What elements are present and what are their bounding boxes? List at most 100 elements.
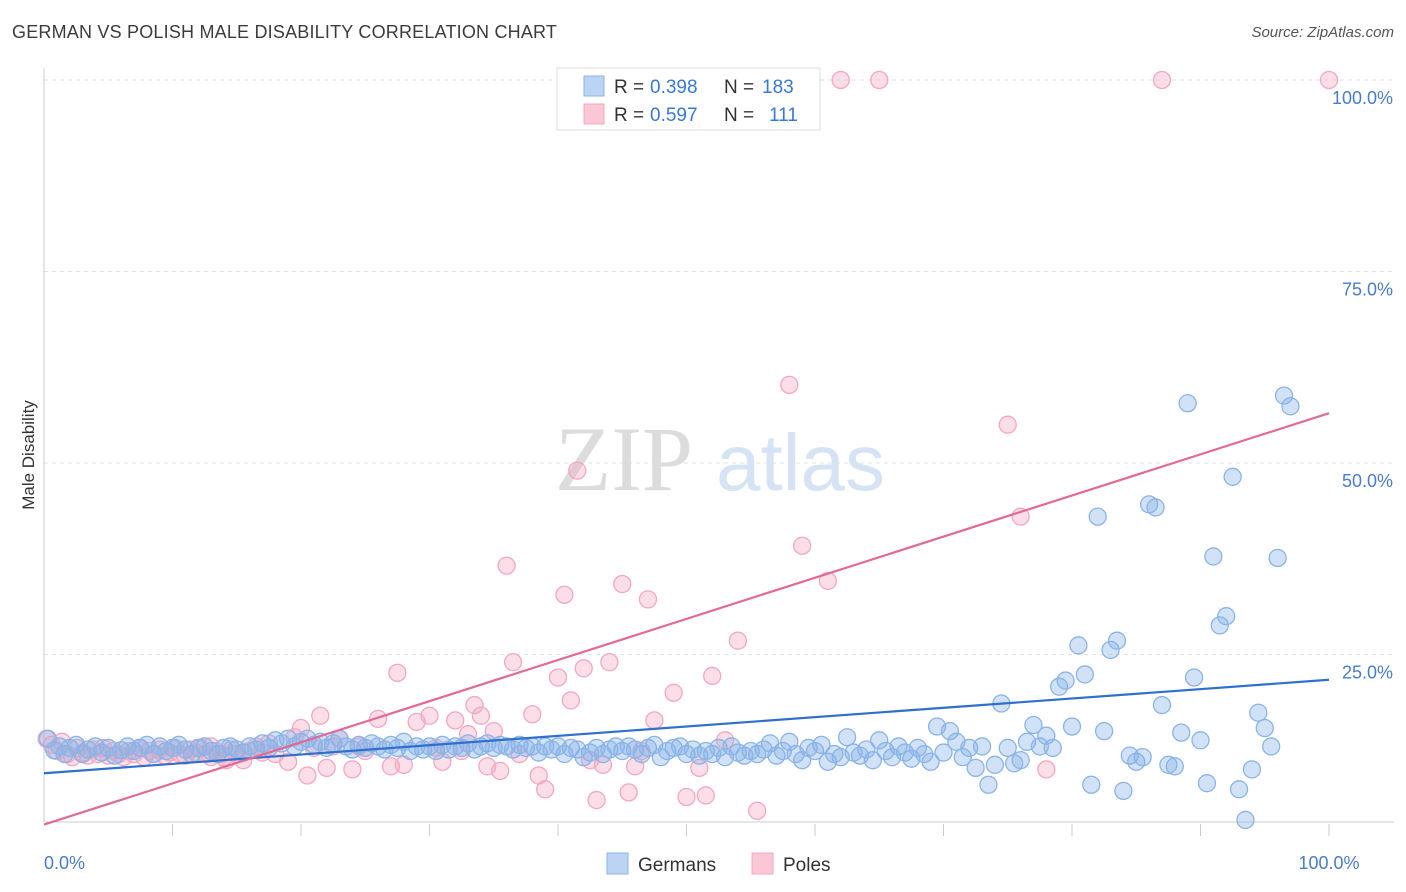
- germans-point-146: [972, 737, 992, 756]
- grid-lines: [44, 79, 1394, 655]
- correlation-legend: R = 0.398 N = 183 R = 0.597 N = 111: [556, 67, 821, 131]
- poles-point-75: [523, 705, 542, 724]
- germans-point-168: [1114, 781, 1133, 800]
- chart-source: Source: ZipAtlas.com: [1251, 24, 1394, 41]
- poles-point-103: [818, 571, 837, 591]
- legend-r-label-germans: R =: [614, 77, 644, 98]
- legend-n-label-poles: N =: [724, 105, 754, 126]
- poles-point-92: [645, 711, 664, 730]
- poles-point-109: [1152, 70, 1172, 90]
- germans-point-163: [1082, 775, 1101, 794]
- poles-point-91: [638, 590, 658, 609]
- germans-point-129: [863, 751, 882, 770]
- poles-point-87: [613, 574, 632, 594]
- germans-point-192: [1268, 548, 1287, 568]
- series-legend: Germans Poles: [606, 852, 831, 876]
- germans-point-143: [953, 747, 972, 767]
- germans-point-154: [1024, 715, 1043, 735]
- germans-point-160: [1062, 717, 1082, 736]
- poles-point-71: [491, 761, 510, 781]
- germans-point-180: [1191, 731, 1210, 750]
- poles-point-110: [1319, 70, 1339, 90]
- germans-trend-line: [43, 678, 1330, 775]
- germans-point-193: [1274, 386, 1294, 405]
- germans-point-161: [1069, 636, 1088, 655]
- legend-n-value-poles: 111: [769, 105, 798, 126]
- germans-point-138: [921, 752, 940, 771]
- poles-point-102: [793, 536, 812, 555]
- germans-point-187: [1236, 810, 1255, 830]
- germans-point-141: [940, 721, 960, 741]
- germans-point-157: [1043, 738, 1062, 758]
- poles-point-72: [497, 556, 516, 575]
- germans-point-191: [1262, 737, 1281, 756]
- x-tick-label-1: 100.0%: [1298, 853, 1359, 873]
- poles-point-97: [703, 666, 722, 686]
- germans-point-125: [837, 728, 857, 747]
- legend-r-label-poles: R =: [614, 105, 644, 126]
- germans-point-166: [1101, 640, 1120, 660]
- germans-point-176: [1165, 757, 1184, 776]
- poles-point-85: [593, 755, 613, 774]
- poles-point-58: [388, 663, 407, 683]
- y-tick-label-1: 50.0%: [1342, 471, 1393, 491]
- legend-swatch-germans: [583, 75, 605, 97]
- poles-point-50: [317, 758, 336, 778]
- legend-r-value-poles: 0.597: [650, 105, 698, 126]
- germans-point-164: [1088, 507, 1107, 526]
- x-tick-labels: 0.0% 100.0%: [44, 853, 1360, 873]
- y-tick-label-2: 75.0%: [1342, 280, 1393, 300]
- germans-point-150: [998, 738, 1017, 758]
- poles-point-101: [780, 375, 799, 395]
- x-tick-marks: [172, 824, 1330, 836]
- germans-point-179: [1184, 668, 1204, 687]
- chart-title: GERMAN VS POLISH MALE DISABILITY CORRELA…: [12, 22, 558, 42]
- germans-point-183: [1210, 616, 1229, 635]
- poles-point-106: [998, 415, 1017, 434]
- poles-point-108: [1037, 760, 1056, 779]
- poles-point-68: [471, 706, 491, 725]
- poles-point-46: [291, 718, 311, 738]
- germans-point-171: [1133, 747, 1152, 767]
- poles-point-47: [298, 766, 317, 785]
- germans-point-189: [1249, 703, 1268, 722]
- germans-point-82: [561, 738, 580, 758]
- poles-point-44: [278, 752, 298, 771]
- poles-point-79: [555, 585, 574, 604]
- poles-point-105: [831, 70, 850, 90]
- poles-point-67: [465, 695, 484, 715]
- poles-point-56: [368, 709, 388, 728]
- legend-n-value-germans: 183: [762, 77, 794, 98]
- germans-point-121: [812, 735, 831, 755]
- germans-point-145: [966, 758, 985, 778]
- germans-point-175: [1159, 755, 1178, 774]
- germans-point-178: [1178, 394, 1197, 413]
- germans-point-184: [1217, 607, 1236, 626]
- germans-point-188: [1242, 760, 1262, 779]
- germans-point-190: [1255, 718, 1274, 738]
- poles-point-88: [619, 783, 638, 802]
- watermark-atlas: atlas: [716, 418, 885, 507]
- poles-point-84: [587, 790, 606, 810]
- poles-point-78: [548, 668, 568, 687]
- germans-point-5: [66, 735, 86, 755]
- poles-point-73: [503, 653, 523, 672]
- poles-point-81: [568, 461, 587, 480]
- germans-point-147: [979, 775, 998, 794]
- poles-point-104: [870, 70, 889, 90]
- legend-swatch-poles: [583, 103, 605, 125]
- germans-point-130: [870, 731, 889, 750]
- legend-r-value-germans: 0.398: [650, 77, 698, 98]
- germans-point-182: [1204, 547, 1223, 566]
- germans-point-174: [1152, 695, 1172, 715]
- germans-point-128: [857, 740, 876, 759]
- y-tick-label-3: 100.0%: [1332, 88, 1393, 108]
- series-legend-label-germans: Germans: [638, 855, 716, 876]
- germans-point-185: [1223, 467, 1242, 486]
- germans-point-181: [1197, 774, 1217, 793]
- germans-point-162: [1075, 665, 1094, 684]
- series-legend-swatch-poles: [751, 852, 774, 875]
- y-axis-label: Male Disability: [19, 400, 38, 510]
- poles-point-99: [728, 631, 748, 650]
